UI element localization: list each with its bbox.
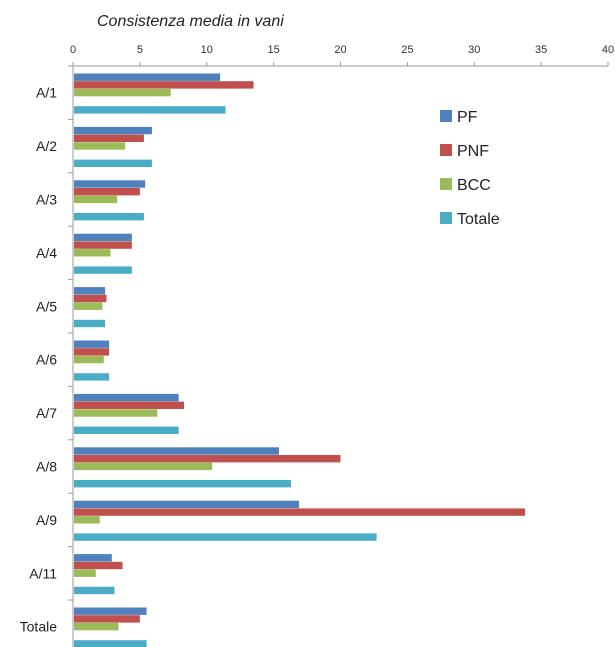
legend-swatch — [440, 144, 452, 156]
bar-pnf — [74, 241, 132, 249]
x-tick-label: 15 — [268, 44, 280, 56]
bar-pf — [74, 287, 106, 295]
category-label: A/11 — [29, 565, 57, 581]
legend-label: PF — [457, 109, 478, 126]
chart-title: Consistenza media in vani — [97, 13, 284, 30]
x-tick-label: 30 — [468, 44, 480, 56]
bar-pnf — [74, 348, 110, 356]
bar-pf — [74, 73, 221, 81]
bar-totale — [74, 159, 152, 167]
bar-pf — [74, 180, 146, 188]
legend-label: BCC — [457, 177, 491, 194]
bar-totale — [74, 319, 106, 328]
bar-pnf — [74, 294, 107, 303]
category-label: A/2 — [36, 138, 57, 154]
bar-bcc — [74, 88, 171, 97]
bar-pnf — [74, 81, 254, 89]
x-tick-label: 20 — [334, 44, 346, 56]
bar-totale — [74, 480, 292, 488]
bar-totale — [74, 426, 179, 434]
category-label: Totale — [20, 619, 58, 635]
bar-pf — [74, 233, 132, 242]
legend-label: Totale — [457, 211, 500, 228]
bar-bcc — [74, 409, 158, 417]
bar-bcc — [74, 516, 100, 524]
bar-bcc — [74, 462, 213, 471]
bar-pf — [74, 340, 110, 348]
bar-pnf — [74, 508, 526, 516]
legend-swatch — [440, 110, 452, 122]
legend-swatch — [440, 178, 452, 190]
category-label: A/1 — [36, 85, 57, 101]
bar-bcc — [74, 249, 111, 257]
bar-totale — [74, 533, 377, 541]
x-tick-label: 10 — [201, 44, 213, 56]
legend-swatch — [440, 212, 452, 224]
chart-bars — [74, 73, 526, 647]
x-tick-label: 35 — [535, 44, 547, 56]
bar-pf — [74, 554, 112, 562]
bar-pnf — [74, 188, 140, 196]
category-label: A/4 — [36, 245, 57, 261]
bar-totale — [74, 213, 144, 221]
bar-bcc — [74, 195, 118, 204]
bar-bcc — [74, 569, 96, 577]
bar-pnf — [74, 401, 185, 409]
category-label: A/8 — [36, 459, 57, 475]
bar-totale — [74, 266, 132, 274]
bar-bcc — [74, 355, 104, 364]
category-label: A/9 — [36, 512, 57, 528]
category-label: A/5 — [36, 298, 57, 314]
bar-pnf — [74, 615, 140, 623]
bar-pf — [74, 607, 147, 615]
chart-legend: PF PNF BCC Totale — [440, 109, 500, 228]
x-tick-label: 0 — [70, 44, 76, 56]
bar-totale — [74, 586, 115, 595]
bar-pnf — [74, 455, 341, 463]
category-label: A/6 — [36, 352, 57, 368]
bar-pf — [74, 447, 279, 455]
bar-bcc — [74, 622, 119, 631]
bar-totale — [74, 106, 226, 114]
bar-pnf — [74, 134, 144, 142]
legend-label: PNF — [457, 143, 489, 160]
bar-pnf — [74, 561, 123, 570]
bar-totale — [74, 640, 147, 647]
bar-bcc — [74, 142, 126, 150]
chart-axes: 0 5 10 15 20 25 30 35 40 A/1 A/2 A/3 A/4 A/5 A/6 A/7 A/8… — [20, 44, 614, 647]
x-tick-label: 5 — [137, 44, 143, 56]
bar-pf — [74, 500, 300, 509]
x-tick-label: 40 — [602, 44, 614, 56]
x-tick-label: 25 — [401, 44, 413, 56]
bar-bcc — [74, 302, 103, 310]
bar-totale — [74, 373, 110, 381]
bar-pf — [74, 126, 152, 135]
category-label: A/7 — [36, 405, 57, 421]
category-label: A/3 — [36, 192, 57, 208]
bar-pf — [74, 393, 179, 402]
